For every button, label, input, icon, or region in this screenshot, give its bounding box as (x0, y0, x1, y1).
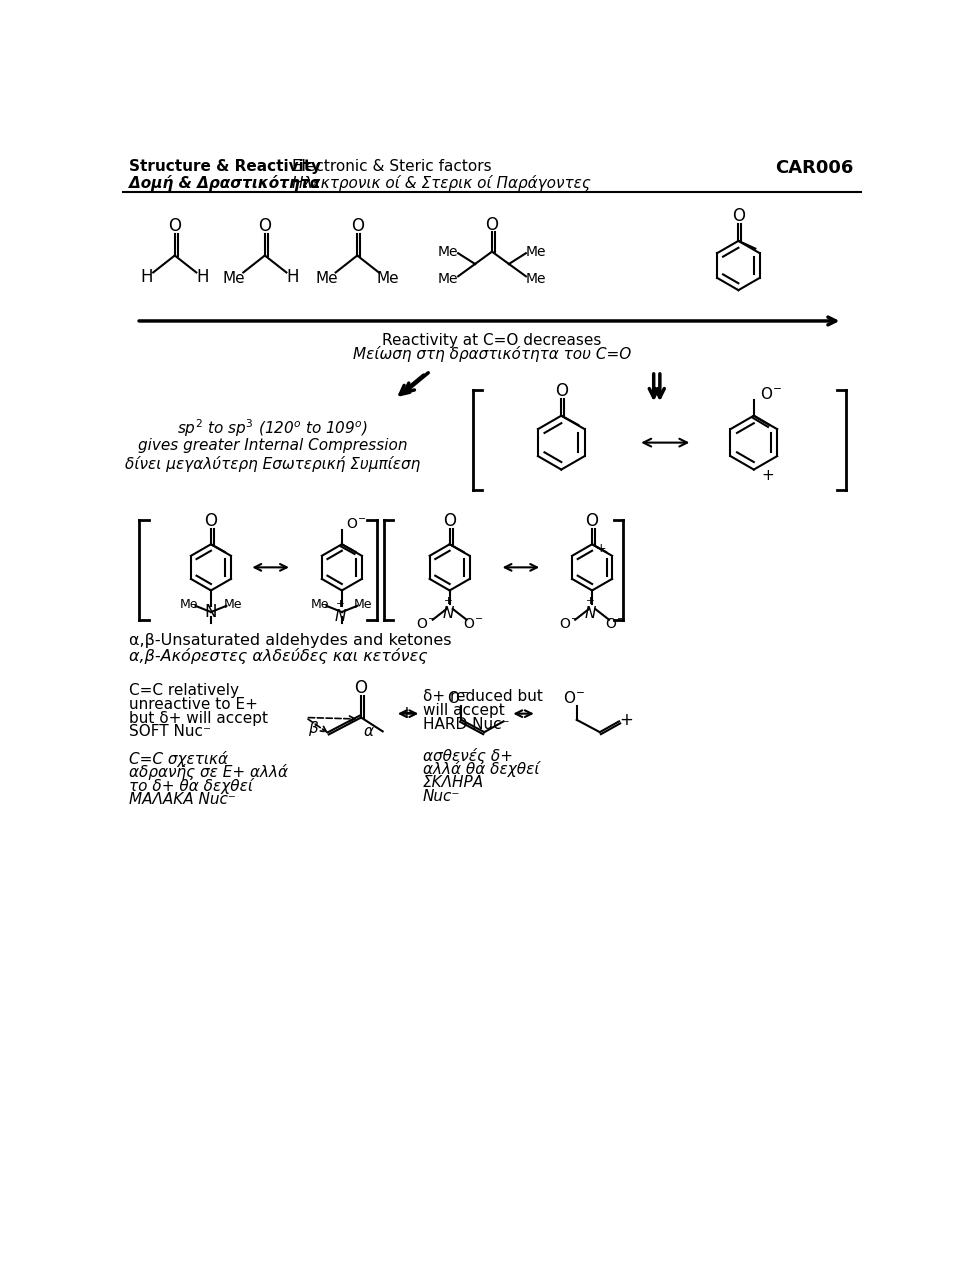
Text: Μείωση στη δραστικότητα τoυ C=O: Μείωση στη δραστικότητα τoυ C=O (353, 346, 631, 362)
Text: O: O (168, 217, 181, 235)
Text: $\overset{+}{N}$: $\overset{+}{N}$ (442, 596, 455, 621)
Text: O: O (350, 217, 364, 235)
Text: +: + (761, 469, 775, 484)
Text: αδρανής σε E+ αλλά: αδρανής σε E+ αλλά (129, 764, 288, 781)
Text: $sp^2$ to $sp^3$ (120$^o$ to 109$^o$): $sp^2$ to $sp^3$ (120$^o$ to 109$^o$) (177, 417, 368, 440)
Text: Me: Me (315, 272, 338, 287)
Text: H: H (196, 268, 208, 287)
Text: $\overset{+}{N}$: $\overset{+}{N}$ (584, 596, 597, 621)
Text: H: H (141, 268, 154, 287)
Text: O$^{-}$: O$^{-}$ (463, 618, 483, 632)
Text: $\overset{+}{N}$: $\overset{+}{N}$ (334, 599, 347, 625)
Text: O: O (586, 513, 599, 530)
Text: Me: Me (376, 272, 399, 287)
Text: τo δ+ θα δεχθεί: τo δ+ θα δεχθεί (129, 778, 252, 794)
Text: H: H (286, 268, 299, 287)
Text: O: O (555, 381, 567, 400)
Text: N: N (204, 602, 217, 621)
Text: Me: Me (223, 272, 246, 287)
Text: Δoμή & Δραστικότητα: Δoμή & Δραστικότητα (129, 174, 320, 191)
Text: δ+ reduced but: δ+ reduced but (422, 690, 542, 703)
Text: Me: Me (438, 273, 458, 287)
Text: O$^{-}$: O$^{-}$ (563, 691, 585, 706)
Text: Nuc⁻: Nuc⁻ (422, 789, 460, 805)
Text: ασθενές δ+: ασθενές δ+ (422, 748, 513, 764)
Text: Me: Me (526, 273, 546, 287)
Text: HARD Nuc⁻: HARD Nuc⁻ (422, 716, 510, 731)
Text: CAR006: CAR006 (776, 159, 853, 177)
Text: O: O (354, 679, 368, 697)
Text: O$^{-}$: O$^{-}$ (559, 618, 579, 632)
Text: α,β-Unsaturated aldehydes and ketones: α,β-Unsaturated aldehydes and ketones (129, 633, 451, 648)
Text: αλλά θα δεχθεί: αλλά θα δεχθεί (422, 762, 540, 778)
Text: O$^{-}$: O$^{-}$ (417, 618, 437, 632)
Text: Me: Me (224, 597, 242, 611)
Text: $\beta$: $\beta$ (308, 719, 320, 738)
Text: Me: Me (311, 597, 329, 611)
Text: but δ+ will accept: but δ+ will accept (129, 711, 268, 725)
Text: Electronic & Steric factors: Electronic & Steric factors (292, 159, 492, 174)
Text: O$^{-}$: O$^{-}$ (447, 691, 469, 706)
Text: α,β-Ακόρεστες αλδεύδες και κετόνες: α,β-Ακόρεστες αλδεύδες και κετόνες (129, 648, 427, 664)
Text: O$^{-}$: O$^{-}$ (347, 518, 367, 532)
Text: +: + (399, 705, 414, 722)
Text: C=C σχετικά: C=C σχετικά (129, 750, 228, 767)
Text: SOFT Nuc⁻: SOFT Nuc⁻ (129, 725, 210, 739)
Text: Me: Me (438, 245, 458, 259)
Text: ΣΚΛΗΡΑ: ΣΚΛΗΡΑ (422, 775, 484, 791)
Text: will accept: will accept (422, 703, 504, 717)
Text: Me: Me (354, 597, 372, 611)
Text: Structure & Reactivity: Structure & Reactivity (129, 159, 321, 174)
Text: Ηλεκτρoνικ oί & Στερικ oί Παράγoντες: Ηλεκτρoνικ oί & Στερικ oί Παράγoντες (292, 174, 590, 191)
Text: O$^{-}$: O$^{-}$ (760, 386, 781, 402)
Text: +: + (619, 711, 633, 729)
Text: C=C relatively: C=C relatively (129, 683, 238, 698)
Text: $\alpha$: $\alpha$ (363, 724, 374, 739)
Text: Reactivity at C=O decreases: Reactivity at C=O decreases (382, 333, 602, 349)
Text: unreactive to E+: unreactive to E+ (129, 697, 257, 712)
Text: O$^{-}$: O$^{-}$ (605, 618, 625, 632)
Text: ΜΑΛΑΚΑ Nuc⁻: ΜΑΛΑΚΑ Nuc⁻ (129, 792, 235, 807)
Text: +: + (596, 542, 607, 556)
Text: O: O (204, 513, 218, 530)
Text: O: O (732, 207, 745, 225)
Text: O: O (486, 216, 498, 234)
Text: O: O (444, 513, 456, 530)
Text: gives greater Internal Compression: gives greater Internal Compression (138, 438, 407, 453)
Text: Me: Me (180, 597, 199, 611)
Text: δίνει μεγαλύτερη Εσωτερική Συμπίεση: δίνει μεγαλύτερη Εσωτερική Συμπίεση (125, 456, 420, 472)
Text: O: O (258, 217, 272, 235)
Text: Me: Me (526, 245, 546, 259)
